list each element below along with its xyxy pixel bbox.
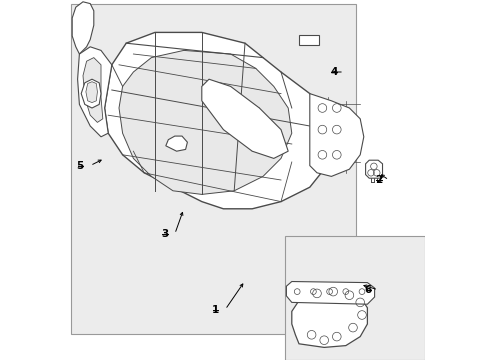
Bar bbox=[299, 35, 319, 45]
Bar bbox=[285, 236, 425, 360]
Bar bbox=[71, 4, 356, 334]
Text: 1: 1 bbox=[212, 305, 219, 315]
Polygon shape bbox=[119, 50, 292, 194]
Polygon shape bbox=[81, 79, 101, 108]
Polygon shape bbox=[104, 32, 331, 209]
Polygon shape bbox=[166, 136, 187, 151]
Polygon shape bbox=[286, 282, 374, 304]
Text: 4: 4 bbox=[330, 67, 338, 77]
Polygon shape bbox=[366, 160, 383, 178]
Polygon shape bbox=[310, 94, 364, 176]
Polygon shape bbox=[86, 82, 98, 103]
Text: 6: 6 bbox=[365, 285, 372, 295]
Text: 3: 3 bbox=[161, 229, 169, 239]
Polygon shape bbox=[292, 292, 368, 347]
Text: 5: 5 bbox=[76, 161, 84, 171]
Polygon shape bbox=[77, 47, 112, 137]
Polygon shape bbox=[202, 79, 288, 158]
Polygon shape bbox=[72, 2, 94, 54]
Text: 2: 2 bbox=[375, 175, 383, 185]
Polygon shape bbox=[83, 58, 103, 122]
